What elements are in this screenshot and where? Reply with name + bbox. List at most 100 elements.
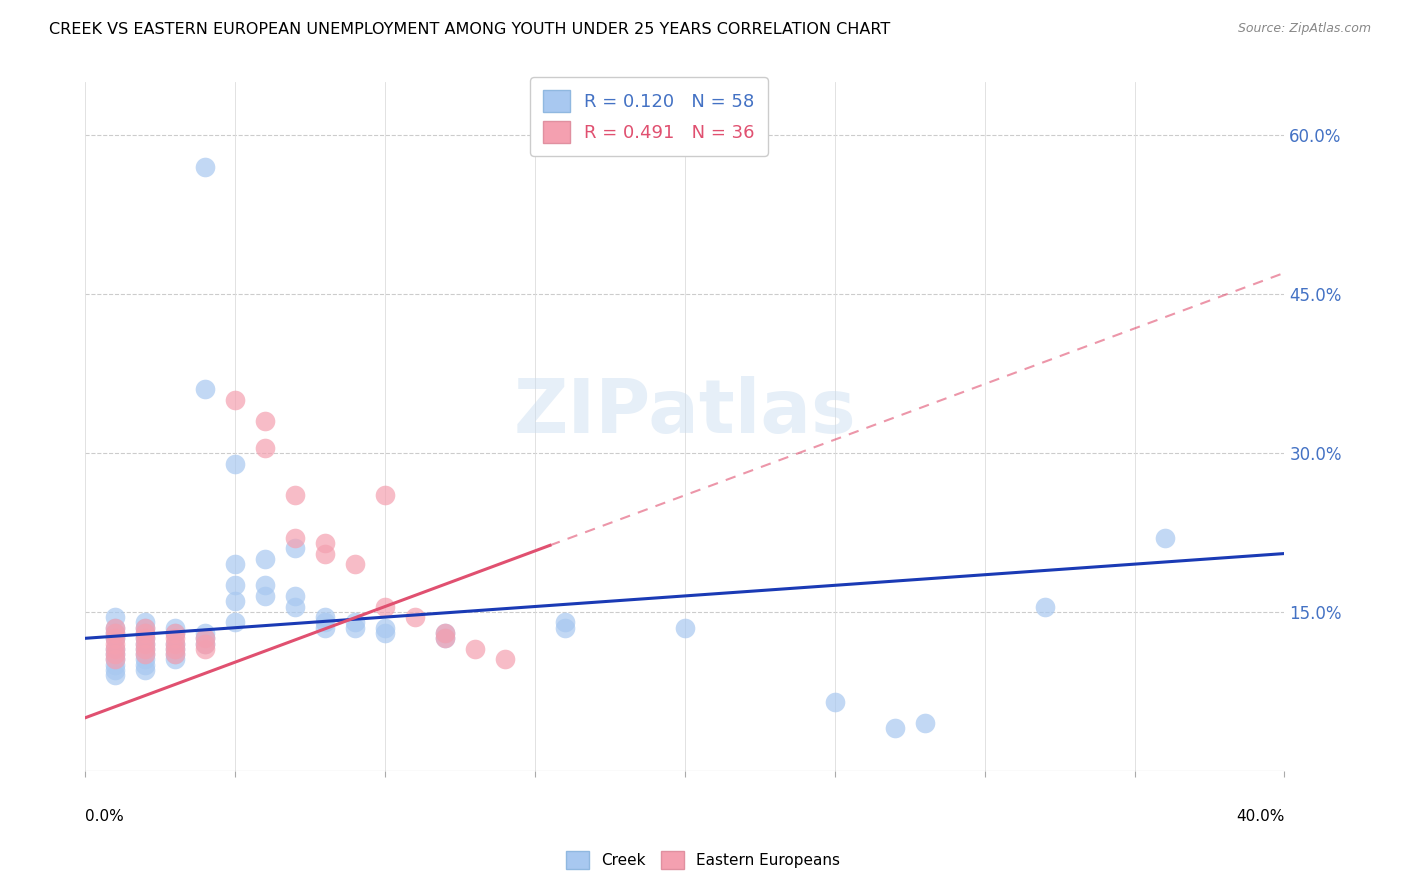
Point [165,647,187,661]
Point [254,589,277,603]
Legend: R = 0.120   N = 58, R = 0.491   N = 36: R = 0.120 N = 58, R = 0.491 N = 36 [530,78,768,156]
Point [104,626,127,640]
Point [134,626,156,640]
Point [165,632,187,646]
Point [1153,531,1175,545]
Point [374,621,396,635]
Point [165,641,187,656]
Point [194,382,217,396]
Point [134,641,156,656]
Point [254,441,277,455]
Point [883,722,905,736]
Point [134,626,156,640]
Point [464,641,486,656]
Point [673,621,696,635]
Point [224,578,246,592]
Point [554,615,576,630]
Point [824,695,846,709]
Point [104,626,127,640]
Point [284,541,307,556]
Point [134,621,156,635]
Point [224,594,246,608]
Point [104,621,127,635]
Point [134,632,156,646]
Text: 40.0%: 40.0% [1236,808,1285,823]
Point [314,536,336,550]
Point [104,621,127,635]
Point [165,647,187,661]
Point [1033,599,1056,614]
Point [434,626,457,640]
Point [374,599,396,614]
Point [165,641,187,656]
Point [165,626,187,640]
Point [104,668,127,682]
Point [374,626,396,640]
Text: 0.0%: 0.0% [86,808,124,823]
Point [284,531,307,545]
Point [165,637,187,651]
Point [104,652,127,666]
Point [134,647,156,661]
Point [104,641,127,656]
Point [344,557,367,571]
Point [134,641,156,656]
Point [434,626,457,640]
Point [194,641,217,656]
Point [494,652,516,666]
Point [104,632,127,646]
Point [194,632,217,646]
Point [165,621,187,635]
Point [314,621,336,635]
Point [344,621,367,635]
Point [434,632,457,646]
Point [194,637,217,651]
Point [284,589,307,603]
Point [134,615,156,630]
Point [134,663,156,677]
Point [554,621,576,635]
Point [104,641,127,656]
Point [344,615,367,630]
Point [194,160,217,174]
Point [194,626,217,640]
Point [254,414,277,428]
Text: CREEK VS EASTERN EUROPEAN UNEMPLOYMENT AMONG YOUTH UNDER 25 YEARS CORRELATION CH: CREEK VS EASTERN EUROPEAN UNEMPLOYMENT A… [49,22,890,37]
Point [434,632,457,646]
Text: ZIPatlas: ZIPatlas [513,376,856,450]
Point [284,599,307,614]
Point [404,610,426,624]
Point [224,457,246,471]
Point [284,488,307,502]
Point [224,392,246,407]
Point [134,652,156,666]
Point [134,621,156,635]
Point [104,652,127,666]
Point [165,652,187,666]
Point [104,637,127,651]
Point [314,547,336,561]
Point [254,552,277,566]
Point [374,488,396,502]
Point [134,657,156,672]
Point [194,632,217,646]
Point [224,615,246,630]
Point [134,637,156,651]
Legend: Creek, Eastern Europeans: Creek, Eastern Europeans [560,845,846,875]
Point [914,716,936,731]
Point [104,657,127,672]
Point [254,578,277,592]
Point [104,647,127,661]
Point [104,647,127,661]
Point [104,610,127,624]
Point [314,610,336,624]
Point [165,626,187,640]
Point [314,615,336,630]
Point [134,632,156,646]
Point [224,557,246,571]
Text: Source: ZipAtlas.com: Source: ZipAtlas.com [1237,22,1371,36]
Point [165,637,187,651]
Point [134,647,156,661]
Point [134,637,156,651]
Point [194,637,217,651]
